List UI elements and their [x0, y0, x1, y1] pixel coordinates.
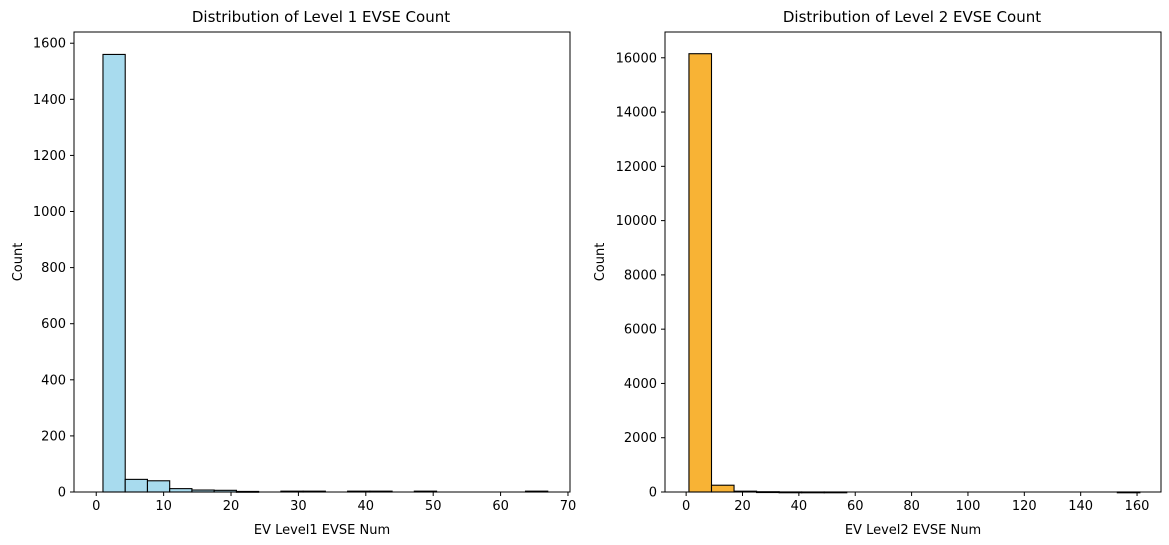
y-tick-label: 2000: [624, 431, 657, 446]
y-tick-label: 600: [41, 317, 66, 332]
bars: [688, 53, 1141, 494]
y-tick-label: 1000: [33, 205, 66, 220]
y-tick-label: 16000: [616, 51, 657, 66]
x-tick-label: 80: [903, 499, 920, 514]
x-tick-label: 100: [956, 499, 981, 514]
y-ticks: 0 200 400 600 800 1000 1200 1400 1600: [33, 37, 74, 501]
x-tick-label: 140: [1068, 499, 1093, 514]
x-tick-label: 10: [155, 499, 172, 514]
y-tick-label: 0: [58, 486, 66, 501]
x-ticks: 0 20 40 60 80 100 120 140 160: [682, 492, 1149, 514]
y-tick-label: 0: [649, 486, 657, 501]
x-tick-label: 40: [791, 499, 808, 514]
x-axis-label: EV Level2 EVSE Num: [845, 523, 981, 538]
x-tick-label: 120: [1012, 499, 1037, 514]
x-tick-label: 0: [92, 499, 100, 514]
y-tick-label: 800: [41, 261, 66, 276]
x-tick-label: 30: [290, 499, 307, 514]
y-tick-label: 200: [41, 429, 66, 444]
x-tick-label: 20: [223, 499, 240, 514]
y-tick-label: 8000: [624, 268, 657, 283]
chart-title: Distribution of Level 1 EVSE Count: [192, 8, 450, 26]
y-tick-label: 1600: [33, 37, 66, 52]
y-axis-label: Count: [593, 243, 608, 282]
x-tick-label: 0: [682, 499, 690, 514]
y-tick-label: 4000: [624, 377, 657, 392]
histogram-bar: [710, 484, 735, 493]
x-tick-label: 70: [560, 499, 577, 514]
x-tick-label: 40: [358, 499, 375, 514]
histogram-bar: [169, 488, 193, 493]
y-tick-label: 400: [41, 373, 66, 388]
x-tick-label: 50: [425, 499, 442, 514]
plot-frame: [664, 31, 1162, 493]
y-tick-label: 14000: [616, 106, 657, 121]
y-tick-label: 1400: [33, 93, 66, 108]
y-tick-label: 12000: [616, 160, 657, 175]
y-axis-label: Count: [11, 243, 26, 282]
y-tick-label: 10000: [616, 214, 657, 229]
histogram-bar: [124, 478, 149, 493]
histogram-bar: [146, 480, 171, 493]
x-ticks: 0 10 20 30 40 50 60 70: [92, 492, 576, 514]
x-tick-label: 60: [492, 499, 509, 514]
x-tick-label: 20: [734, 499, 751, 514]
y-tick-label: 1200: [33, 149, 66, 164]
x-tick-label: 160: [1125, 499, 1150, 514]
histogram-bar: [102, 53, 126, 493]
histogram-bar: [688, 53, 713, 493]
x-axis-label: EV Level1 EVSE Num: [254, 523, 390, 538]
y-tick-label: 6000: [624, 323, 657, 338]
y-ticks: 0 2000 4000 6000 8000 10000 12000 14000 16000: [616, 51, 665, 501]
chart-title: Distribution of Level 2 EVSE Count: [783, 8, 1041, 26]
plot-frame: [73, 31, 571, 493]
chart-panel-level1: Distribution of Level 1 EVSE Count 0 10 20…: [11, 8, 576, 538]
x-tick-label: 60: [847, 499, 864, 514]
bars: [102, 53, 549, 493]
chart-panel-level2: Distribution of Level 2 EVSE Count 0 20 40…: [593, 8, 1162, 538]
